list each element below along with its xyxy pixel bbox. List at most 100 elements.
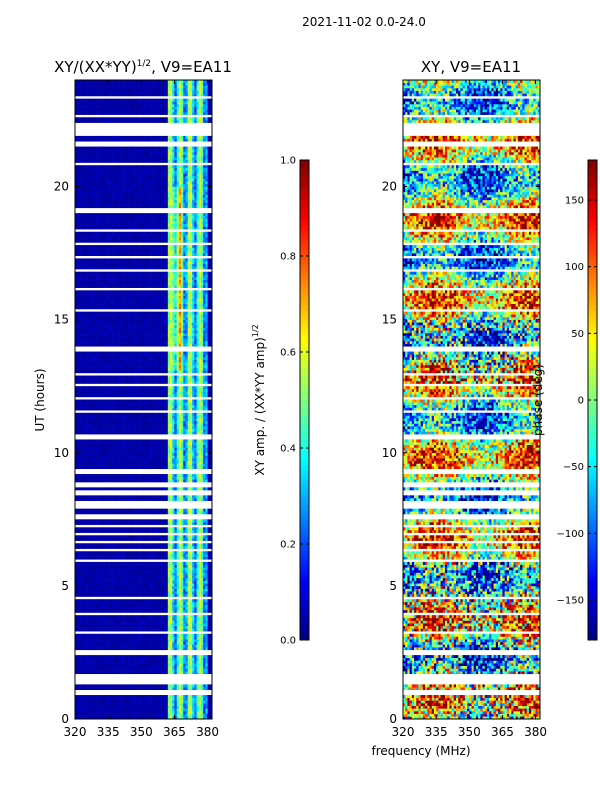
heatmap-cell — [150, 703, 153, 706]
heatmap-cell — [119, 663, 122, 666]
heatmap-cell — [110, 714, 113, 717]
heatmap-cell — [161, 698, 164, 701]
heatmap-cell — [135, 668, 138, 671]
heatmap-cell — [104, 647, 107, 650]
heatmap-cell — [157, 666, 160, 669]
heatmap-cell — [97, 642, 100, 645]
heatmap-cell — [128, 658, 131, 661]
heatmap-cell — [144, 708, 147, 711]
heatmap-cell — [88, 660, 91, 663]
heatmap-cell — [106, 642, 109, 645]
heatmap-cell — [148, 671, 151, 674]
heatmap-cell — [148, 668, 151, 671]
heatmap-cell — [95, 660, 98, 663]
heatmap-cell — [174, 647, 177, 650]
heatmap-cell — [166, 660, 169, 663]
heatmap-cell — [163, 706, 166, 709]
heatmap-cell — [119, 666, 122, 669]
heatmap-cell — [115, 663, 118, 666]
heatmap-cell — [141, 663, 144, 666]
heatmap-cell — [185, 684, 188, 687]
heatmap-cell — [161, 666, 164, 669]
heatmap-cell — [172, 668, 175, 671]
heatmap-cell — [104, 714, 107, 717]
heatmap-cell — [97, 711, 100, 714]
heatmap-cell — [115, 687, 118, 690]
heatmap-cell — [130, 671, 133, 674]
heatmap-cell — [110, 642, 113, 645]
heatmap-cell — [137, 700, 140, 703]
heatmap-cell — [115, 655, 118, 658]
heatmap-cell — [86, 706, 89, 709]
heatmap-cell — [128, 642, 131, 645]
heatmap-cell — [205, 708, 208, 711]
heatmap-cell — [82, 655, 85, 658]
heatmap-cell — [132, 714, 135, 717]
heatmap-cell — [183, 687, 186, 690]
heatmap-cell — [130, 642, 133, 645]
heatmap-cell — [199, 644, 202, 647]
heatmap-cell — [203, 684, 206, 687]
heatmap-cell — [77, 666, 80, 669]
heatmap-cell — [137, 658, 140, 661]
heatmap-cell — [82, 658, 85, 661]
heatmap-cell — [161, 703, 164, 706]
heatmap-cell — [113, 706, 116, 709]
heatmap-cell — [119, 647, 122, 650]
heatmap-cell — [170, 684, 173, 687]
heatmap-cell — [95, 695, 98, 698]
heatmap-cell — [121, 711, 124, 714]
heatmap-cell — [190, 700, 193, 703]
heatmap-cell — [185, 666, 188, 669]
heatmap-cell — [139, 687, 142, 690]
heatmap-cell — [205, 655, 208, 658]
heatmap-cell — [159, 655, 162, 658]
heatmap-cell — [197, 644, 200, 647]
heatmap-cell — [95, 700, 98, 703]
heatmap-cell — [117, 684, 120, 687]
heatmap-cell — [110, 647, 113, 650]
heatmap-cell — [117, 655, 120, 658]
heatmap-cell — [194, 684, 197, 687]
heatmap-cell — [201, 703, 204, 706]
heatmap-cell — [188, 644, 191, 647]
heatmap-cell — [205, 658, 208, 661]
heatmap-cell — [141, 644, 144, 647]
heatmap-cell — [148, 687, 151, 690]
heatmap-cell — [152, 663, 155, 666]
heatmap-cell — [155, 644, 158, 647]
heatmap-cell — [135, 658, 138, 661]
heatmap-cell — [201, 671, 204, 674]
heatmap-cell — [106, 703, 109, 706]
heatmap-cell — [199, 655, 202, 658]
heatmap-cell — [159, 714, 162, 717]
heatmap-cell — [110, 658, 113, 661]
heatmap-cell — [141, 706, 144, 709]
heatmap-cell — [174, 695, 177, 698]
figure: 2021-11-02 0.0-24.0 XY/(XX*YY)1/2, V9=EA… — [0, 0, 600, 800]
heatmap-cell — [197, 663, 200, 666]
heatmap-cell — [102, 658, 105, 661]
suptitle: 2021-11-02 0.0-24.0 — [302, 15, 426, 29]
heatmap-cell — [159, 687, 162, 690]
heatmap-cell — [113, 644, 116, 647]
heatmap-cell — [203, 666, 206, 669]
heatmap-cell — [99, 655, 102, 658]
heatmap-cell — [177, 663, 180, 666]
heatmap-cell — [183, 647, 186, 650]
heatmap-cell — [141, 668, 144, 671]
heatmap-cell — [155, 671, 158, 674]
heatmap-cell — [188, 666, 191, 669]
heatmap-cell — [190, 698, 193, 701]
heatmap-cell — [93, 684, 96, 687]
heatmap-cell — [168, 660, 171, 663]
heatmap-cell — [84, 663, 87, 666]
heatmap-cell — [152, 655, 155, 658]
heatmap-cell — [113, 668, 116, 671]
heatmap-cell — [181, 706, 184, 709]
heatmap-cell — [113, 666, 116, 669]
heatmap-cell — [77, 642, 80, 645]
heatmap-cell — [132, 700, 135, 703]
heatmap-cell — [199, 666, 202, 669]
heatmap-cell — [185, 668, 188, 671]
